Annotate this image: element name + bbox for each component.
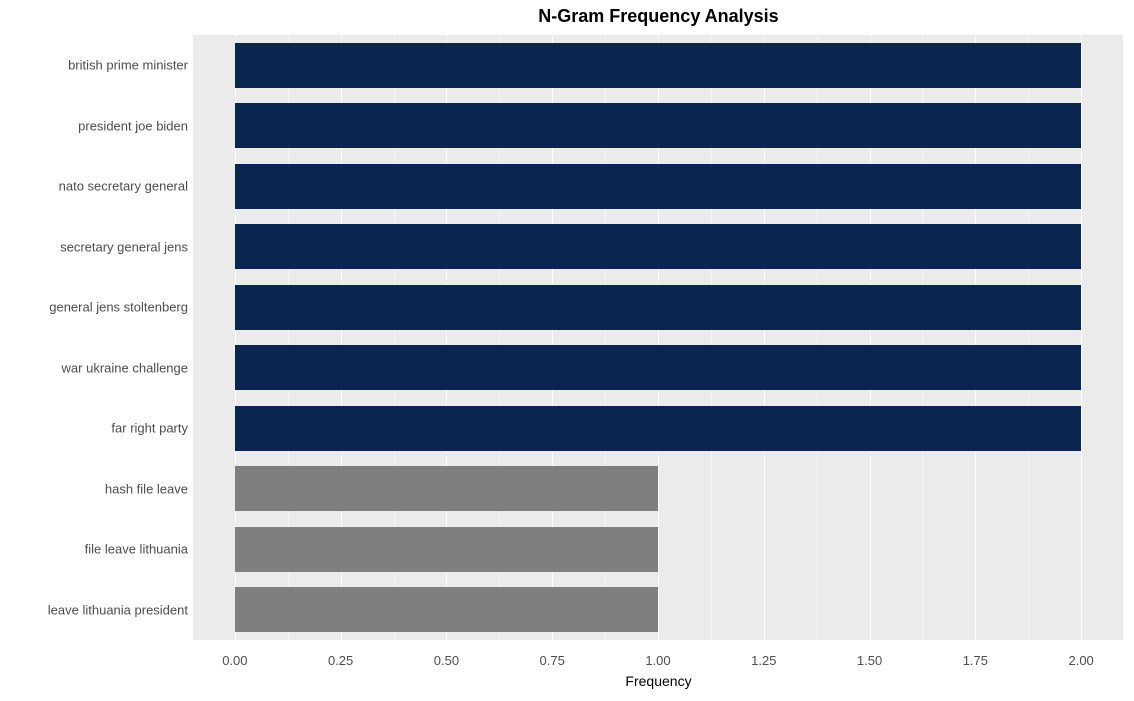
bar xyxy=(235,527,658,572)
x-axis-title: Frequency xyxy=(193,673,1124,689)
y-tick-label: far right party xyxy=(111,421,188,436)
y-tick-label: file leave lithuania xyxy=(85,542,188,557)
y-tick-label: war ukraine challenge xyxy=(62,360,188,375)
x-tick-label: 1.75 xyxy=(963,653,988,668)
y-tick-label: general jens stoltenberg xyxy=(49,300,188,315)
bar xyxy=(235,406,1081,451)
bar xyxy=(235,466,658,511)
x-tick-label: 1.25 xyxy=(751,653,776,668)
y-tick-label: hash file leave xyxy=(105,481,188,496)
x-tick-label: 1.00 xyxy=(645,653,670,668)
x-tick-label: 1.50 xyxy=(857,653,882,668)
grid-major xyxy=(1081,35,1082,640)
y-tick-label: nato secretary general xyxy=(59,179,188,194)
y-tick-label: secretary general jens xyxy=(60,239,188,254)
bar xyxy=(235,103,1081,148)
x-tick-label: 0.50 xyxy=(434,653,459,668)
x-tick-label: 0.25 xyxy=(328,653,353,668)
bar xyxy=(235,345,1081,390)
bar xyxy=(235,164,1081,209)
ngram-chart: N-Gram Frequency Analysis british prime … xyxy=(0,0,1134,701)
x-tick-label: 2.00 xyxy=(1068,653,1093,668)
x-tick-label: 0.00 xyxy=(222,653,247,668)
bar xyxy=(235,587,658,632)
y-tick-label: british prime minister xyxy=(68,58,188,73)
y-tick-label: leave lithuania president xyxy=(48,602,188,617)
chart-title: N-Gram Frequency Analysis xyxy=(193,6,1124,27)
y-tick-label: president joe biden xyxy=(78,118,188,133)
bar xyxy=(235,224,1081,269)
bar xyxy=(235,43,1081,88)
bar xyxy=(235,285,1081,330)
x-tick-label: 0.75 xyxy=(540,653,565,668)
